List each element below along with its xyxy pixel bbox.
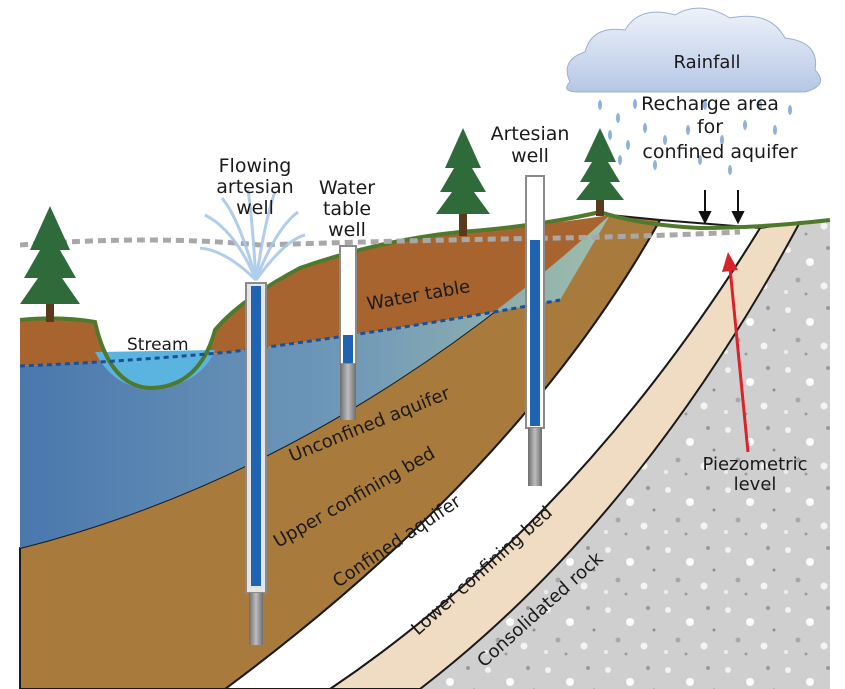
water-table-well [339,245,357,420]
rain-drops [598,99,792,175]
soil-layer [20,215,610,385]
svg-text:level: level [734,474,777,495]
flowing-artesian-well-label: Flowing artesian well [216,155,293,219]
rain-cloud [566,7,822,93]
stream-label: Stream [127,335,189,355]
artesian-well [525,175,545,486]
svg-text:well: well [236,197,274,219]
water-table-well-label: Water table well [319,177,375,241]
tree-left [20,206,80,322]
tree-middle [436,128,490,236]
svg-text:Recharge area: Recharge area [641,93,779,115]
svg-text:well: well [511,145,549,167]
svg-text:Piezometric: Piezometric [703,454,808,475]
piezometric-line [19,229,741,248]
svg-text:table: table [323,198,371,220]
piezometric-level-label: Piezometric level [703,454,808,495]
svg-text:well: well [328,219,366,241]
fountain-spray [199,189,306,282]
tree-right [576,128,624,216]
svg-text:Water: Water [319,177,375,199]
piezometric-arrow [722,252,750,453]
unconfined-aquifer-layer [20,215,610,548]
ground-surface [19,209,831,391]
svg-text:Flowing: Flowing [219,155,292,177]
svg-text:artesian: artesian [216,176,293,198]
svg-text:for: for [697,116,723,138]
recharge-arrows [698,190,745,225]
flowing-artesian-well [245,282,267,645]
svg-text:Artesian: Artesian [491,123,570,145]
svg-text:confined aquifer: confined aquifer [642,141,797,163]
rainfall-label: Rainfall [674,52,741,73]
artesian-well-label: Artesian well [491,123,570,167]
consolidated-rock-layer [420,220,830,689]
recharge-area-label: Recharge area for confined aquifer [641,93,798,163]
